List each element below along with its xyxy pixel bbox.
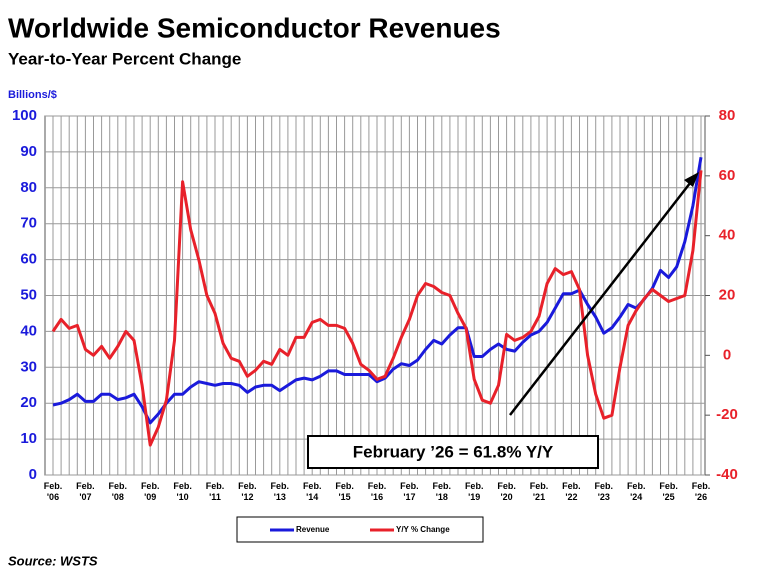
x-tick-label: Feb. '18 [433,481,452,502]
source: Source: WSTS [8,553,98,568]
series-line [52,157,703,425]
y-tick-label: 100 [12,107,37,124]
x-tick-label: Feb. '13 [271,481,290,502]
x-tick-label: Feb. '14 [303,481,322,502]
y-tick-label: 80 [20,179,37,196]
x-tick-label: Feb. '19 [465,481,484,502]
x-tick-label: Feb. '12 [238,481,257,502]
x-tick-label: Feb. '06 [44,481,63,502]
x-tick-label: Feb. '24 [627,481,646,502]
plot-area [45,115,705,476]
legend-label: Y/Y % Change [396,525,450,534]
chart-subtitle: Year-to-Year Percent Change [8,49,241,68]
y2-tick-label: 40 [719,227,736,244]
chart-title: Worldwide Semiconductor Revenues [8,12,501,43]
y-tick-label: 50 [20,286,37,303]
legend-label: Revenue [296,525,330,534]
x-tick-label: Feb. '25 [659,481,678,502]
x-tick-label: Feb. '08 [109,481,128,502]
x-tick-label: Feb. '09 [141,481,160,502]
x-tick-label: Feb. '20 [497,481,516,502]
x-tick-label: Feb. '07 [76,481,95,502]
y-tick-label: 20 [20,394,37,411]
y2-tick-label: 0 [723,346,731,363]
x-tick-label: Feb. '11 [206,481,225,502]
y2-tick-label: -40 [716,466,738,483]
y-tick-label: 60 [20,251,37,268]
x-tick-label: Feb. '21 [530,481,549,502]
arrow-head [684,172,699,187]
y-tick-label: 30 [20,358,37,375]
y2-tick-label: 60 [719,167,736,184]
series-line [51,170,703,447]
x-tick-label: Feb. '16 [368,481,387,502]
x-tick-label: Feb. '26 [692,481,711,502]
x-tick-label: Feb. '15 [335,481,354,502]
x-tick-label: Feb. '17 [400,481,419,502]
y2-tick-label: 20 [719,286,736,303]
y-tick-label: 0 [29,466,37,483]
annotation: February ’26 = 61.8% Y/Y [353,442,554,461]
x-tick-label: Feb. '22 [562,481,581,502]
y-tick-label: 10 [20,430,37,447]
x-tick-label: Feb. '10 [173,481,192,502]
y-tick-label: 40 [20,322,37,339]
y-tick-label: 70 [20,215,37,232]
annotation-box [307,435,599,469]
trend-arrow [509,177,695,416]
y-tick-label: 90 [20,143,37,160]
x-tick-label: Feb. '23 [595,481,614,502]
y-axis-label: Billions/$ [8,89,57,101]
y2-tick-label: -20 [716,406,738,423]
y2-tick-label: 80 [719,107,736,124]
